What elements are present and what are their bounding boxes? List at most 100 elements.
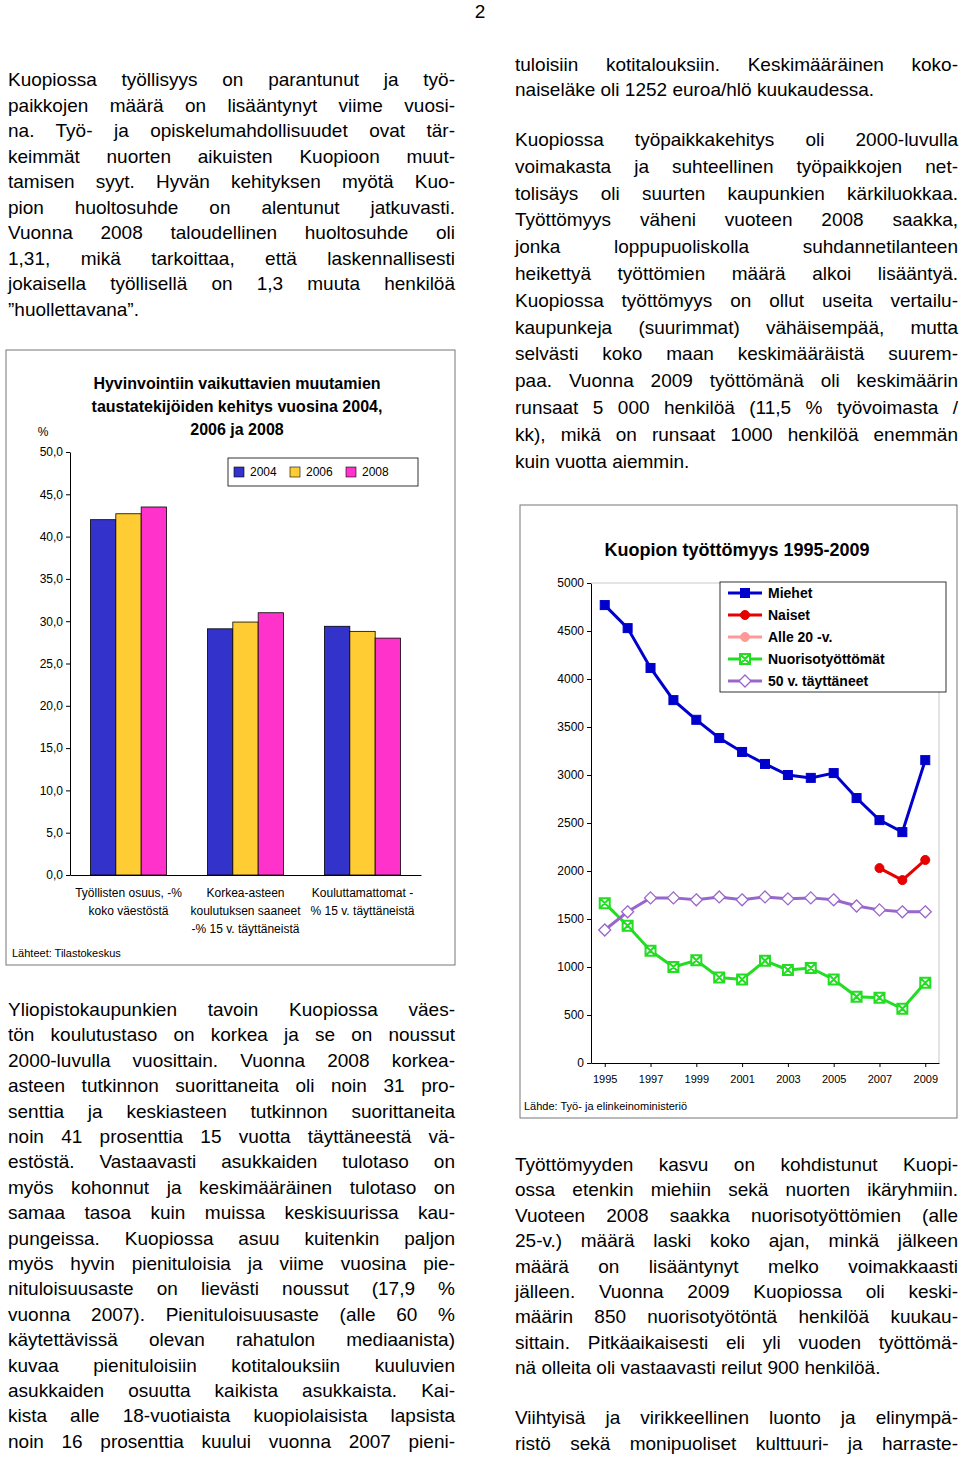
text-line: kuin vuotta aiemmin. <box>515 451 689 472</box>
tick: 3000 <box>557 768 591 782</box>
text-line: vuonna 2007). Pienituloisuusaste (alle 6… <box>8 1304 455 1325</box>
legend-marker <box>741 611 750 620</box>
marker <box>645 892 657 904</box>
marker <box>852 794 861 803</box>
text-line: määrä on lisääntynyt melko voimakkaasti <box>515 1256 958 1277</box>
chart-title: 2006 ja 2008 <box>190 421 284 438</box>
tick: 2005 <box>822 1063 846 1085</box>
source-note: Lähteet: Tilastokeskus <box>12 947 121 959</box>
marker <box>669 696 678 705</box>
bar <box>258 613 283 875</box>
tick-label: 30,0 <box>40 615 64 629</box>
tick: 3500 <box>557 720 591 734</box>
category-label: % 15 v. täyttäneistä <box>311 904 415 918</box>
marker <box>921 855 930 864</box>
text-line: tuloisiin kotitalouksiin. Keskimääräinen… <box>515 54 958 75</box>
tick-mark <box>925 1063 926 1067</box>
tick-mark <box>66 790 70 791</box>
category-label: -% 15 v. täyttäneistä <box>192 922 300 936</box>
bar <box>207 629 232 875</box>
tick-label: 2003 <box>776 1073 800 1085</box>
axis-line <box>592 1063 940 1064</box>
marker <box>805 892 817 904</box>
tick-mark <box>742 1063 743 1067</box>
tick: 2001 <box>730 1063 754 1085</box>
tick-mark <box>587 823 591 824</box>
category-label: Työllisten osuus, -% <box>75 886 182 900</box>
text-line: kaupunkeja (suurimmat) vähäisempää, mutt… <box>515 317 958 338</box>
marker <box>875 816 884 825</box>
marker <box>623 921 633 931</box>
marker <box>920 978 930 988</box>
marker <box>829 769 838 778</box>
marker <box>852 992 862 1002</box>
text-line: Vuonna 2008 taloudellinen huoltosuhde ol… <box>8 222 455 243</box>
text-line: käytettävissä olevan rahatulon mediaanis… <box>8 1329 455 1350</box>
marker <box>668 962 678 972</box>
legend-label: Nuorisotyöttömät <box>768 651 885 667</box>
tick: 2000 <box>557 864 591 878</box>
marker <box>714 973 724 983</box>
text-line: noin 41 prosenttia 15 vuotta täyttäneest… <box>8 1126 455 1147</box>
text-line: Kuopiossa työllisyys on parantunut ja ty… <box>8 69 455 90</box>
legend-label: 50 v. täyttäneet <box>768 673 868 689</box>
series-line <box>605 903 926 1009</box>
category-label: koulutuksen saaneet <box>190 904 301 918</box>
text-line: Yliopistokaupunkien tavoin Kuopiossa väe… <box>8 999 455 1020</box>
text-line: nä olleita oli vastaavasti reilut 900 he… <box>515 1357 880 1378</box>
text-line: määrin 850 nuorisotyötöntä henkilöä kuuk… <box>515 1306 958 1327</box>
tick: 1999 <box>685 1063 709 1085</box>
tick-label: 5,0 <box>46 826 63 840</box>
text-line: jälleen. Vuonna 2009 Kuopiossa oli keski… <box>514 1281 958 1302</box>
text-line: pion huoltosuhde on alentunut jatkuvasti… <box>8 197 455 218</box>
chart-frame <box>6 350 455 965</box>
y-axis: 0500100015002000250030003500400045005000 <box>557 576 591 1070</box>
tick-mark <box>587 631 591 632</box>
tick-mark <box>587 679 591 680</box>
chart-title: Kuopion työttömyys 1995-2009 <box>604 540 869 560</box>
marker <box>783 771 792 780</box>
marker <box>761 759 770 768</box>
marker <box>806 773 815 782</box>
tick-label: 45,0 <box>40 488 64 502</box>
tick-label: 4000 <box>557 672 584 686</box>
marker <box>713 891 725 903</box>
marker <box>897 1004 907 1014</box>
marker <box>599 924 611 936</box>
legend-label: 2004 <box>250 465 277 479</box>
legend-marker <box>740 654 750 664</box>
axis-title: % <box>38 425 49 439</box>
tick: 10,0 <box>40 784 70 798</box>
text-line: 1,31, mikä tarkoittaa, että laskennallis… <box>8 248 455 269</box>
marker <box>783 965 793 975</box>
marker <box>898 876 907 885</box>
marker <box>782 893 794 905</box>
legend: MiehetNaisetAlle 20 -v.Nuorisotyöttömät5… <box>720 582 946 692</box>
marker <box>759 891 771 903</box>
tick-label: 2009 <box>914 1073 938 1085</box>
tick-label: 1999 <box>685 1073 709 1085</box>
tick: 2009 <box>914 1063 938 1085</box>
marker <box>738 747 747 756</box>
tick-label: 2007 <box>868 1073 892 1085</box>
text-line: tolisäys oli suurten kaupunkien kärkiluo… <box>515 183 958 204</box>
text-line: ”huollettavana”. <box>8 299 139 320</box>
marker <box>600 601 609 610</box>
text-line: Kuopiossa työpaikkakehitys oli 2000-luvu… <box>515 129 958 150</box>
marker <box>736 894 748 906</box>
marker <box>851 900 863 912</box>
tick-label: 10,0 <box>40 784 64 798</box>
tick-mark <box>66 579 70 580</box>
text-line: paikkojen määrä on lisääntynyt viime vuo… <box>8 95 455 116</box>
tick-mark <box>605 1063 606 1067</box>
marker <box>690 894 702 906</box>
tick-label: 50,0 <box>40 445 64 459</box>
tick-mark <box>66 706 70 707</box>
tick-label: 0,0 <box>46 868 63 882</box>
tick-label: 25,0 <box>40 657 64 671</box>
marker <box>760 956 770 966</box>
marker <box>875 864 884 873</box>
text-line: kuvaa pienituloisiin kotitalouksiin kuul… <box>8 1355 455 1376</box>
legend-label: 2006 <box>306 465 333 479</box>
text-line: Työttömyys väheni vuoteen 2008 saakka, <box>515 209 958 230</box>
